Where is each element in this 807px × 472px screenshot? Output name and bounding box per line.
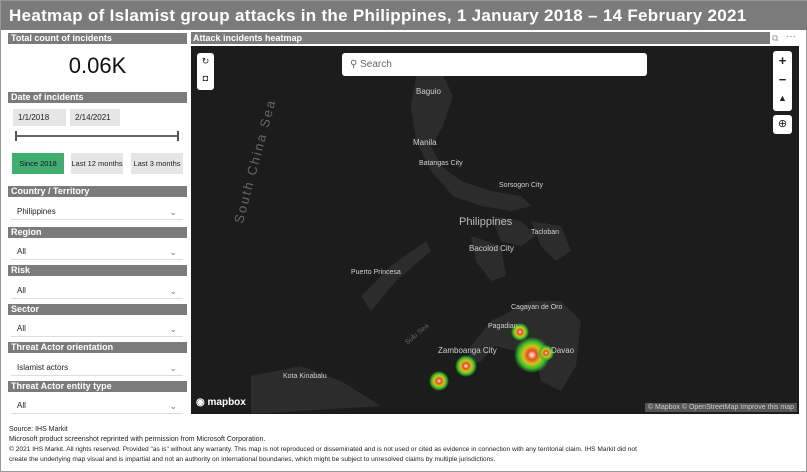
map-attribution[interactable]: © Mapbox © OpenStreetMap Improve this ma… xyxy=(644,403,797,412)
page-title: Heatmap of Islamist group attacks in the… xyxy=(1,1,807,30)
place-label: Kota Kinabalu xyxy=(283,373,327,380)
end-date-input[interactable]: 2/14/2021 xyxy=(70,109,120,126)
heatmap-map[interactable]: South China Sea Sulu Sea Baguio Manila B… xyxy=(191,46,799,414)
more-options-icon[interactable]: ··· xyxy=(786,31,796,42)
compass-button[interactable]: ▲ xyxy=(778,93,787,103)
place-label: Davao xyxy=(551,346,575,355)
since-2018-button[interactable]: Since 2018 xyxy=(12,153,64,174)
zoom-search-icon[interactable]: ⊕ xyxy=(773,115,792,134)
region-dropdown[interactable]: All ⌄ xyxy=(11,244,183,260)
heat-spots xyxy=(429,323,554,391)
last-3-months-button[interactable]: Last 3 months xyxy=(131,153,183,174)
footer-copyright: © 2021 IHS Markit. All rights reserved. … xyxy=(9,446,637,453)
date-range-slider[interactable] xyxy=(15,131,179,141)
risk-value: All xyxy=(17,286,26,295)
place-label: Batangas City xyxy=(419,160,463,167)
map-land xyxy=(251,71,581,414)
footer-source: Source: IHS Markit xyxy=(9,426,68,433)
draw-tools[interactable]: ↻ ◘ xyxy=(197,53,214,90)
search-icon: ⚲ xyxy=(350,59,358,70)
select-square-icon[interactable]: ◘ xyxy=(202,73,209,83)
zoom-out-button[interactable]: − xyxy=(778,72,787,87)
heat-spot xyxy=(514,337,550,373)
heat-spot xyxy=(455,355,477,377)
risk-dropdown[interactable]: All ⌄ xyxy=(11,283,183,299)
total-count-value: 0.06K xyxy=(68,53,127,78)
sector-value: All xyxy=(17,324,26,333)
date-header: Date of incidents xyxy=(8,92,187,103)
mapbox-logo: ◉ mapbox xyxy=(196,397,246,408)
rotate-icon[interactable]: ↻ xyxy=(201,56,210,66)
search-placeholder: Search xyxy=(360,59,392,70)
place-label: Zamboanga City xyxy=(438,346,497,355)
chevron-down-icon: ⌄ xyxy=(169,324,177,334)
chevron-down-icon: ⌄ xyxy=(169,247,177,257)
actor-orientation-header: Threat Actor orientation xyxy=(8,342,187,353)
footer-disclaimer: create the underlying map visual and is … xyxy=(9,456,496,463)
actor-entity-dropdown[interactable]: All ⌄ xyxy=(11,398,183,414)
place-label: Baguio xyxy=(416,87,441,96)
heat-spot xyxy=(538,345,554,361)
country-dropdown[interactable]: Philippines ⌄ xyxy=(11,204,183,220)
sector-dropdown[interactable]: All ⌄ xyxy=(11,321,183,337)
risk-header: Risk xyxy=(8,265,187,276)
place-label: Pagadian xyxy=(488,323,518,330)
chevron-down-icon: ⌄ xyxy=(169,401,177,411)
place-label: Sorsogon City xyxy=(499,182,543,189)
place-label: Bacolod City xyxy=(469,244,514,253)
place-label: Manila xyxy=(413,138,437,147)
actor-entity-header: Threat Actor entity type xyxy=(8,381,187,392)
zoom-in-button[interactable]: + xyxy=(778,53,787,68)
search-input[interactable]: ⚲ Search xyxy=(342,53,647,76)
place-label: Cagayan de Oro xyxy=(511,304,563,311)
actor-entity-value: All xyxy=(17,401,26,410)
footer-permission: Microsoft product screenshot reprinted w… xyxy=(9,436,266,443)
last-12-months-button[interactable]: Last 12 months xyxy=(71,153,123,174)
place-label: Philippines xyxy=(459,216,513,228)
map-header: Attack incidents heatmap xyxy=(191,32,770,44)
actor-orientation-dropdown[interactable]: Islamist actors ⌄ xyxy=(11,360,183,376)
place-label: Puerto Princesa xyxy=(351,269,401,276)
region-header: Region xyxy=(8,227,187,238)
chevron-down-icon: ⌄ xyxy=(169,207,177,217)
heat-spot xyxy=(511,323,529,341)
start-date-input[interactable]: 1/1/2018 xyxy=(13,109,66,126)
chevron-down-icon: ⌄ xyxy=(169,286,177,296)
actor-orientation-value: Islamist actors xyxy=(17,363,69,372)
heat-spot xyxy=(429,371,449,391)
region-value: All xyxy=(17,247,26,256)
zoom-controls[interactable]: + − ▲ xyxy=(773,51,792,111)
total-count-header: Total count of incidents xyxy=(8,33,187,44)
country-header: Country / Territory xyxy=(8,186,187,197)
focus-mode-icon[interactable]: ⧉ xyxy=(772,33,779,43)
chevron-down-icon: ⌄ xyxy=(169,363,177,373)
place-label: Tacloban xyxy=(531,229,560,236)
country-value: Philippines xyxy=(17,207,56,216)
sector-header: Sector xyxy=(8,304,187,315)
